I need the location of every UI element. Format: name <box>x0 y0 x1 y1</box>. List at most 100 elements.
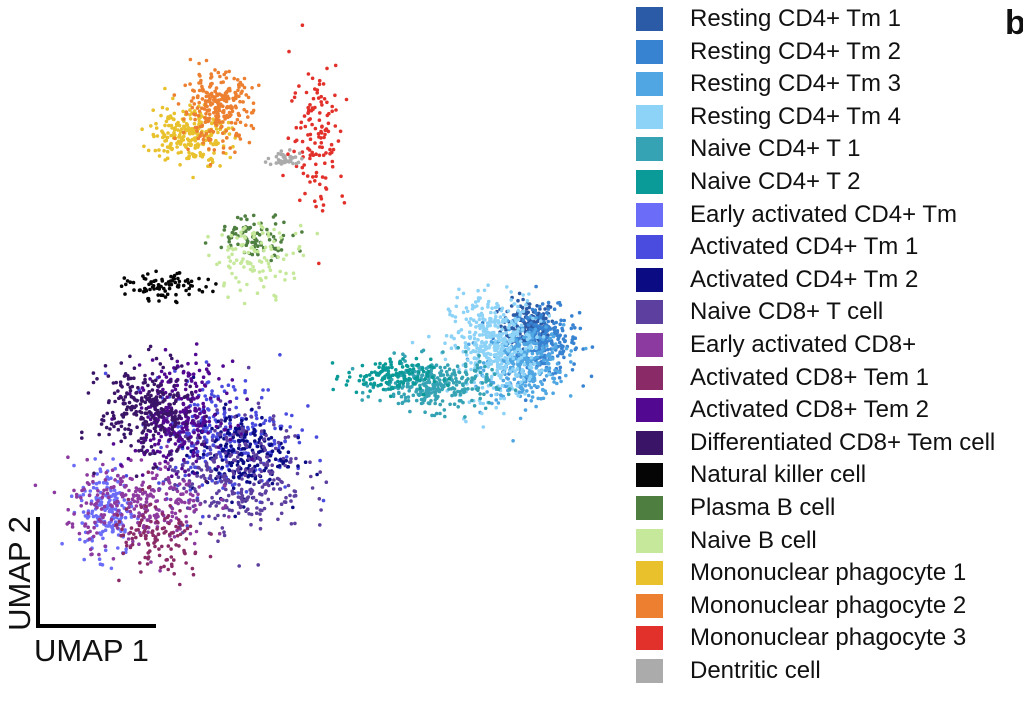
data-point <box>501 313 506 317</box>
data-point <box>172 535 177 539</box>
data-point <box>169 547 173 551</box>
data-point <box>128 388 133 393</box>
data-point <box>361 378 366 382</box>
data-point <box>316 96 321 100</box>
data-point <box>175 378 179 383</box>
data-point <box>208 554 213 559</box>
data-point <box>137 523 142 528</box>
data-point <box>443 414 447 419</box>
data-point <box>330 104 335 109</box>
data-point <box>286 483 291 488</box>
data-point <box>183 473 187 478</box>
data-point <box>201 137 206 142</box>
legend-item: Differentiated CD8+ Tem cell <box>636 428 1023 461</box>
data-point <box>209 82 213 86</box>
data-point <box>123 435 127 440</box>
data-point <box>386 369 391 374</box>
data-point <box>243 379 248 383</box>
data-point <box>559 346 564 351</box>
data-point <box>286 152 290 156</box>
data-point <box>154 378 158 383</box>
legend-swatch <box>636 365 663 390</box>
data-point <box>258 449 263 454</box>
data-point <box>472 349 477 354</box>
data-point <box>249 123 254 128</box>
data-point <box>541 345 545 349</box>
data-point <box>192 154 196 159</box>
legend-swatch <box>636 626 663 651</box>
data-point <box>241 100 245 104</box>
data-point <box>100 495 105 500</box>
data-point <box>149 124 153 128</box>
data-point <box>97 517 102 522</box>
data-point <box>196 415 200 419</box>
data-point <box>433 393 437 398</box>
data-point <box>420 349 424 354</box>
data-point <box>269 258 274 263</box>
data-point <box>143 490 148 495</box>
data-point <box>557 335 561 340</box>
data-point <box>545 358 549 363</box>
data-point <box>146 485 151 490</box>
data-point <box>172 411 176 415</box>
data-point <box>479 340 484 345</box>
data-point <box>242 107 246 112</box>
data-point <box>257 270 262 274</box>
data-point <box>139 436 144 441</box>
data-point <box>146 555 151 559</box>
legend-label: Early activated CD8+ <box>690 330 917 358</box>
data-point <box>519 339 523 344</box>
data-point <box>321 203 326 207</box>
data-point <box>223 96 228 100</box>
data-point <box>410 340 415 345</box>
data-point <box>226 120 231 125</box>
data-point <box>326 121 331 126</box>
data-point <box>231 435 235 440</box>
data-point <box>132 366 137 371</box>
data-point <box>265 258 269 263</box>
data-point <box>472 336 477 341</box>
data-point <box>546 347 550 352</box>
data-point <box>222 281 227 286</box>
data-point <box>183 469 187 474</box>
data-point <box>526 345 530 350</box>
data-point <box>257 456 261 460</box>
data-point <box>319 194 323 199</box>
data-point <box>207 423 212 428</box>
data-point <box>173 387 178 392</box>
data-point <box>116 427 121 432</box>
data-point <box>238 99 242 104</box>
data-point <box>113 466 117 471</box>
data-point <box>268 268 273 273</box>
data-point <box>279 149 284 153</box>
data-point <box>122 498 127 502</box>
data-point <box>154 126 159 130</box>
data-point <box>202 383 207 387</box>
data-point <box>133 489 138 494</box>
data-point <box>290 413 294 418</box>
data-point <box>239 487 244 492</box>
data-point <box>545 335 549 340</box>
data-point <box>530 351 535 356</box>
data-point <box>113 507 118 512</box>
data-point <box>400 386 404 390</box>
data-point <box>184 520 189 524</box>
data-point <box>192 89 196 93</box>
data-point <box>126 456 131 461</box>
data-point <box>197 368 202 373</box>
data-point <box>513 372 518 377</box>
data-point <box>243 225 247 230</box>
data-point <box>127 423 132 427</box>
data-point <box>308 117 313 121</box>
data-point <box>514 391 518 396</box>
data-point <box>483 364 487 369</box>
data-point <box>70 525 75 529</box>
data-point <box>182 550 187 554</box>
data-point <box>486 365 491 369</box>
data-point <box>143 394 148 399</box>
data-point <box>461 310 466 315</box>
data-point <box>417 366 421 370</box>
data-point <box>386 366 391 370</box>
data-point <box>241 438 245 442</box>
data-point <box>201 141 205 145</box>
